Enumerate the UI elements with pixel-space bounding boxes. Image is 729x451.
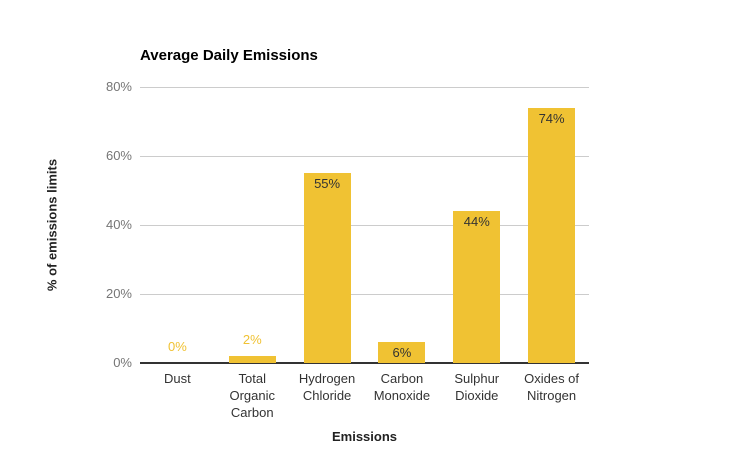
x-category-label: Total Organic Carbon xyxy=(215,370,290,421)
x-category-label-line: Dust xyxy=(164,371,191,386)
bar-value-label: 0% xyxy=(168,339,187,354)
bar-carbon-monoxide[interactable] xyxy=(378,342,426,363)
x-category-label: Hydrogen Chloride xyxy=(290,370,365,404)
x-category-label-line: Organic xyxy=(229,388,275,403)
x-category-label-line: Monoxide xyxy=(373,388,431,403)
y-tick-label: 80% xyxy=(105,79,132,94)
bar-total-organic-carbon[interactable] xyxy=(228,356,276,363)
x-category-label-line: Carbon xyxy=(230,405,274,420)
x-category-label: Dust xyxy=(140,370,215,387)
chart-title: Average Daily Emissions xyxy=(140,47,318,64)
gridline xyxy=(140,87,589,88)
gridline xyxy=(140,225,589,226)
gridline xyxy=(140,156,589,157)
x-category-label: Carbon Monoxide xyxy=(365,370,440,404)
y-tick-label: 60% xyxy=(105,148,132,163)
bar-oxides-of-nitrogen[interactable] xyxy=(528,107,576,363)
bar-value-label: 55% xyxy=(314,176,341,192)
bar-value-label: 2% xyxy=(242,332,262,348)
x-category-label-line: Chloride xyxy=(302,388,352,403)
bar-sulphur-dioxide[interactable] xyxy=(453,211,501,363)
x-axis-baseline xyxy=(140,362,589,364)
bar-hydrogen-chloride[interactable] xyxy=(303,173,351,363)
y-axis-title: % of emissions limits xyxy=(44,158,60,292)
x-category-label-line: Total xyxy=(238,371,266,386)
x-category-label-line: Oxides of xyxy=(524,371,580,386)
x-category-label: Sulphur Dioxide xyxy=(439,370,514,404)
bar-value-label: 6% xyxy=(392,345,412,361)
x-axis-title: Emissions xyxy=(331,429,398,444)
x-category-label-line: Nitrogen xyxy=(527,388,577,403)
y-tick-label: 0% xyxy=(113,355,132,370)
x-category-label-line: Carbon xyxy=(380,371,424,386)
x-category-label-line: Dioxide xyxy=(455,388,499,403)
x-category-label-line: Hydrogen xyxy=(298,371,356,386)
gridline xyxy=(140,294,589,295)
y-tick-label: 20% xyxy=(105,286,132,301)
y-tick-label: 40% xyxy=(105,217,132,232)
x-category-label: Oxides of Nitrogen xyxy=(514,370,589,404)
x-category-label-line: Sulphur xyxy=(454,371,500,386)
bar-value-label: 44% xyxy=(463,214,490,230)
bar-value-label: 74% xyxy=(538,110,565,126)
